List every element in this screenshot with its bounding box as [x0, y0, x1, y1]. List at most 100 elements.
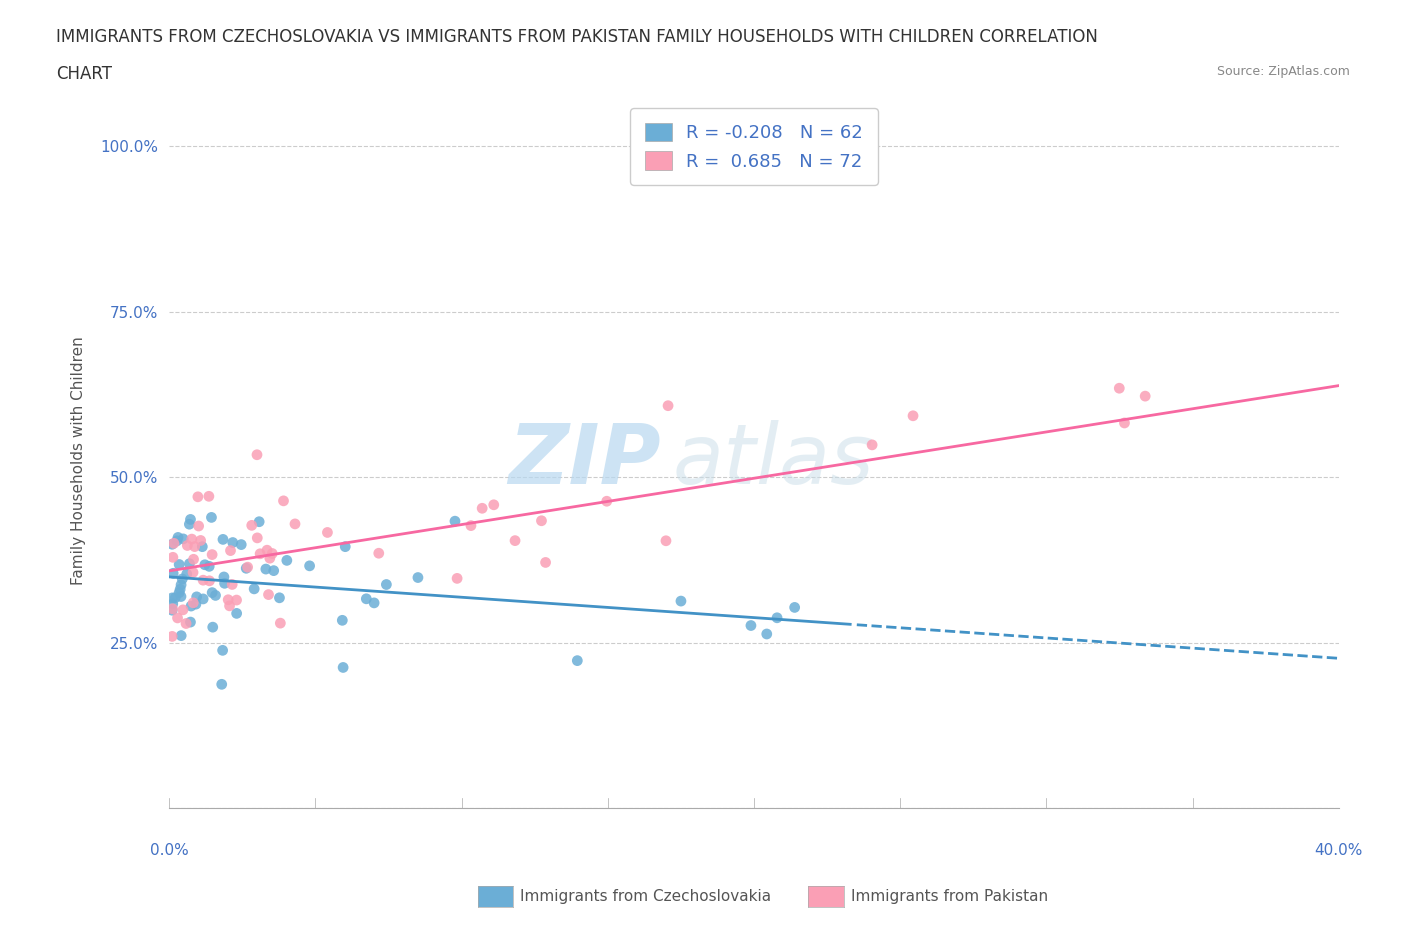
Text: Source: ZipAtlas.com: Source: ZipAtlas.com — [1216, 65, 1350, 78]
Point — [269, 616, 291, 631]
Point — [211, 677, 233, 692]
Text: 0.0%: 0.0% — [150, 844, 188, 858]
Point — [406, 570, 429, 585]
Point — [198, 489, 221, 504]
Point — [179, 517, 201, 532]
Text: atlas: atlas — [672, 420, 873, 501]
Point — [269, 591, 291, 605]
Point — [191, 573, 214, 588]
Point — [187, 489, 209, 504]
Point — [755, 627, 778, 642]
Point — [170, 628, 193, 643]
Point — [160, 537, 183, 551]
Point — [222, 535, 245, 550]
Point — [262, 546, 284, 561]
Point — [191, 591, 214, 606]
Point — [446, 571, 468, 586]
Point — [160, 603, 183, 618]
Point — [183, 551, 205, 566]
Point — [169, 582, 191, 597]
Point — [214, 576, 236, 591]
Point — [567, 653, 589, 668]
Point — [219, 543, 242, 558]
Point — [163, 536, 186, 551]
Point — [180, 532, 202, 547]
Point — [198, 559, 221, 574]
Point — [316, 525, 339, 540]
Point — [460, 518, 482, 533]
Point — [217, 592, 239, 607]
Point — [657, 398, 679, 413]
Point — [356, 591, 378, 606]
Point — [530, 513, 553, 528]
Point — [330, 613, 353, 628]
Point — [184, 597, 207, 612]
Point — [172, 603, 194, 618]
Point — [257, 587, 280, 602]
Point — [162, 550, 184, 565]
Text: ZIP: ZIP — [508, 420, 661, 501]
Point — [276, 553, 298, 568]
Text: Immigrants from Czechoslovakia: Immigrants from Czechoslovakia — [520, 889, 772, 904]
Text: CHART: CHART — [56, 65, 112, 83]
Point — [503, 533, 526, 548]
Point — [201, 547, 224, 562]
Point — [186, 590, 208, 604]
Point — [375, 578, 398, 592]
Point — [204, 588, 226, 603]
Point — [246, 447, 269, 462]
Point — [212, 569, 235, 584]
Text: 40.0%: 40.0% — [1315, 844, 1362, 858]
Point — [179, 615, 201, 630]
Point — [162, 565, 184, 580]
Point — [181, 565, 204, 579]
Point — [783, 600, 806, 615]
Point — [655, 533, 678, 548]
Point — [183, 539, 205, 554]
Text: Immigrants from Pakistan: Immigrants from Pakistan — [851, 889, 1047, 904]
Point — [254, 562, 277, 577]
Point — [235, 561, 257, 576]
Point — [247, 514, 270, 529]
Y-axis label: Family Households with Children: Family Households with Children — [72, 337, 86, 585]
Point — [179, 556, 201, 571]
Point — [160, 591, 183, 605]
Point — [860, 437, 883, 452]
Point — [194, 557, 217, 572]
Point — [240, 518, 263, 533]
Point — [191, 539, 214, 554]
Point — [201, 619, 224, 634]
Point — [367, 546, 389, 561]
Legend: R = -0.208   N = 62, R =  0.685   N = 72: R = -0.208 N = 62, R = 0.685 N = 72 — [630, 109, 877, 185]
Point — [212, 532, 235, 547]
Point — [167, 557, 190, 572]
Point — [243, 581, 266, 596]
Point — [444, 513, 467, 528]
Point — [201, 585, 224, 600]
Point — [482, 498, 505, 512]
Point — [172, 572, 194, 587]
Point — [181, 595, 204, 610]
Point — [176, 566, 198, 581]
Point — [332, 660, 354, 675]
Point — [246, 530, 269, 545]
Point — [471, 501, 494, 516]
Point — [190, 533, 212, 548]
Point — [221, 577, 243, 591]
Point — [259, 551, 281, 565]
Point — [669, 593, 692, 608]
Point — [180, 599, 202, 614]
Point — [179, 512, 201, 527]
Point — [162, 596, 184, 611]
Point — [167, 530, 190, 545]
Point — [534, 555, 557, 570]
Point — [1133, 389, 1156, 404]
Point — [236, 560, 259, 575]
Point — [740, 618, 762, 633]
Point — [218, 598, 240, 613]
Point — [165, 591, 187, 605]
Point — [249, 546, 271, 561]
Point — [231, 538, 253, 552]
Point — [1108, 380, 1130, 395]
Point — [211, 643, 233, 658]
